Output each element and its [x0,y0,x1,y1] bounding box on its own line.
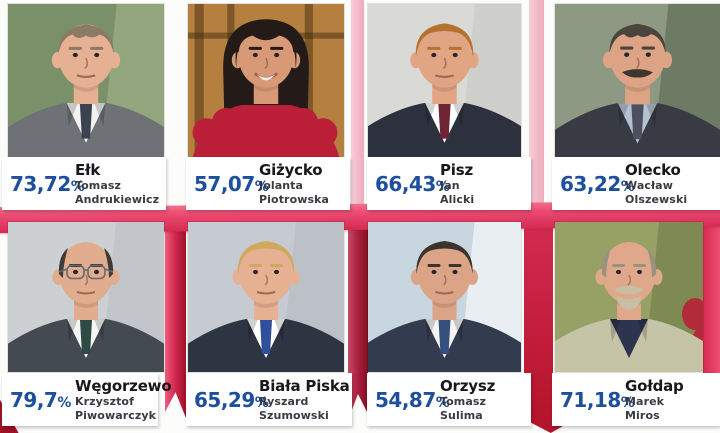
percent-sign: % [435,395,450,411]
candidate-cell: 63,22% Olecko Wacław Olszewski [550,0,720,218]
ribbon-tail-2 [348,220,368,420]
candidate-cell: 71,18% Gołdap Marek Miros [550,218,720,433]
vote-percentage: 73,72% [10,172,85,196]
candidate-photo [367,3,522,158]
town-name: Gołdap [625,377,684,395]
candidate-photo [367,221,522,373]
result-label-box: 66,43% Pisz Jan Alicki [367,157,531,210]
candidate-identity: Gołdap Marek Miros [625,377,684,423]
candidate-last-name: Piwowarczyk [75,408,157,422]
candidate-first-name: Jolanta [259,179,304,193]
result-label-box: 65,29% Biała Piska Ryszard Szumowski [186,373,352,426]
candidate-identity: Giżycko Jolanta Piotrowska [259,161,329,207]
candidate-photo [554,221,704,373]
percent-sign: % [620,395,635,411]
percent-sign: % [620,179,635,195]
vote-percentage-value: 66,43 [375,172,436,196]
vote-percentage-value: 63,22 [560,172,621,196]
candidate-photo [7,221,165,373]
candidate-first-name: Marek [625,395,665,409]
candidate-last-name: Miros [625,408,660,422]
candidate-photo [187,221,345,373]
vote-percentage: 57,07% [194,172,269,196]
portrait-illustration [188,222,344,372]
candidate-identity: Węgorzewo Krzysztof Piwowarczyk [75,377,172,423]
candidate-last-name: Olszewski [625,192,688,206]
candidate-first-name: Tomasz [75,179,122,193]
candidate-identity: Ełk Tomasz Andrukiewicz [75,161,159,207]
vote-percentage: 66,43% [375,172,450,196]
vote-percentage: 63,22% [560,172,635,196]
vote-percentage: 65,29% [194,388,269,412]
candidate-cell: 54,87% Orzysz Tomasz Sulima [365,218,533,433]
result-label-box: 54,87% Orzysz Tomasz Sulima [367,373,531,426]
town-name: Giżycko [259,161,323,179]
town-name: Orzysz [440,377,496,395]
candidate-photo [554,3,720,158]
vote-percentage: 71,18% [560,388,635,412]
town-name: Pisz [440,161,473,179]
candidate-first-name: Jan [440,179,460,193]
percent-sign: % [254,395,269,411]
ribbon-vertical-stripe-right [703,204,720,387]
portrait-illustration [368,4,521,157]
town-name: Biała Piska [259,377,350,395]
ribbon-vertical-stripe-light-2 [529,0,544,206]
ribbon-tail-1 [165,220,186,418]
candidate-last-name: Szumowski [259,408,329,422]
candidate-photo [187,3,345,158]
candidate-last-name: Alicki [440,192,475,206]
candidate-first-name: Ryszard [259,395,309,409]
candidate-identity: Olecko Wacław Olszewski [625,161,687,207]
candidate-cell: 79,7% Węgorzewo Krzysztof Piwowarczyk [0,218,172,433]
portrait-illustration [8,4,164,157]
result-label-box: 73,72% Ełk Tomasz Andrukiewicz [2,157,166,210]
result-label-box: 79,7% Węgorzewo Krzysztof Piwowarczyk [2,373,172,426]
vote-percentage-value: 65,29 [194,388,255,412]
portrait-illustration [555,4,720,157]
vote-percentage-value: 79,7 [10,388,58,412]
town-name: Olecko [625,161,681,179]
candidate-identity: Orzysz Tomasz Sulima [440,377,495,423]
candidate-cell: 66,43% Pisz Jan Alicki [365,0,533,218]
portrait-illustration [188,4,344,157]
vote-percentage-value: 73,72 [10,172,71,196]
result-label-box: 71,18% Gołdap Marek Miros [552,373,720,426]
percent-sign: % [254,179,269,195]
candidate-cell: 73,72% Ełk Tomasz Andrukiewicz [0,0,168,218]
candidate-first-name: Wacław [625,179,673,193]
percent-sign: % [70,179,85,195]
town-name: Węgorzewo [75,377,172,395]
town-name: Ełk [75,161,101,179]
vote-percentage-value: 57,07 [194,172,255,196]
vote-percentage-value: 71,18 [560,388,621,412]
percent-sign: % [57,395,71,411]
candidate-photo [7,3,165,158]
portrait-illustration [8,222,164,372]
candidate-last-name: Sulima [440,408,483,422]
candidate-last-name: Andrukiewicz [75,192,160,206]
candidate-first-name: Tomasz [440,395,487,409]
vote-percentage-value: 54,87 [375,388,436,412]
vote-percentage: 54,87% [375,388,450,412]
vote-percentage: 79,7% [10,388,71,412]
candidate-cell: 65,29% Biała Piska Ryszard Szumowski [184,218,352,433]
portrait-illustration [368,222,521,372]
candidate-first-name: Krzysztof [75,395,134,409]
candidate-identity: Pisz Jan Alicki [440,161,474,207]
candidate-identity: Biała Piska Ryszard Szumowski [259,377,350,423]
result-label-box: 63,22% Olecko Wacław Olszewski [552,157,720,210]
candidate-cell: 57,07% Giżycko Jolanta Piotrowska [184,0,352,218]
candidate-last-name: Piotrowska [259,192,330,206]
ribbon-vertical-stripe-light-1 [351,0,364,206]
portrait-illustration [555,222,703,372]
result-label-box: 57,07% Giżycko Jolanta Piotrowska [186,157,350,210]
percent-sign: % [435,179,450,195]
